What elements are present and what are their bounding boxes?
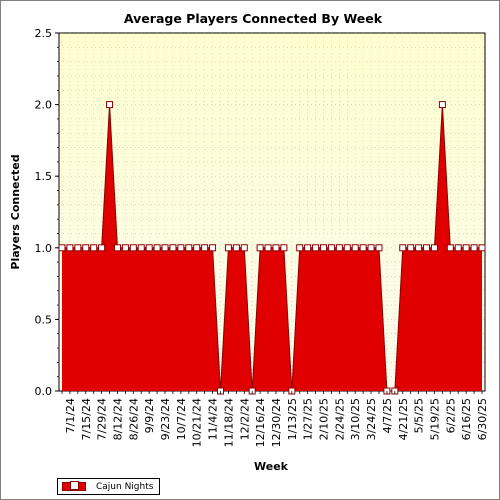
x-tick-label: 8/26/24 xyxy=(127,398,140,440)
data-point xyxy=(312,244,320,252)
data-point xyxy=(129,244,137,252)
data-point xyxy=(304,244,312,252)
data-point xyxy=(320,244,328,252)
legend-marker-icon xyxy=(70,481,79,490)
x-tick-label: 2/24/25 xyxy=(333,398,346,440)
data-point xyxy=(98,244,106,252)
x-tick-label: 5/19/25 xyxy=(428,398,441,440)
legend: Cajun Nights xyxy=(57,478,161,495)
y-axis-label: Players Connected xyxy=(9,154,22,269)
y-tick-label: 0.0 xyxy=(35,385,53,398)
data-point xyxy=(296,244,304,252)
data-point xyxy=(161,244,169,252)
legend-swatch xyxy=(62,481,86,491)
x-tick-label: 12/16/24 xyxy=(254,398,267,447)
x-tick-label: 6/30/25 xyxy=(476,398,489,440)
data-point xyxy=(121,244,129,252)
data-point xyxy=(82,244,90,252)
data-point xyxy=(58,244,66,252)
data-point xyxy=(224,244,232,252)
data-point xyxy=(90,244,98,252)
data-point xyxy=(359,244,367,252)
data-point xyxy=(153,244,161,252)
data-point xyxy=(272,244,280,252)
x-tick-label: 9/23/24 xyxy=(159,398,172,440)
x-tick-label: 2/10/25 xyxy=(318,398,331,440)
data-point xyxy=(169,244,177,252)
x-tick-label: 1/27/25 xyxy=(302,398,315,440)
x-tick-label: 6/2/25 xyxy=(444,398,457,433)
data-point xyxy=(399,244,407,252)
y-axis: 0.0 0.5 1.0 1.5 2.0 2.5 xyxy=(35,27,59,398)
data-point xyxy=(256,244,264,252)
x-tick-label: 12/2/24 xyxy=(238,398,251,440)
x-tick-label: 10/7/24 xyxy=(175,398,188,440)
data-point xyxy=(177,244,185,252)
x-tick-label: 3/24/25 xyxy=(365,398,378,440)
x-tick-label: 7/15/24 xyxy=(80,398,93,440)
data-point xyxy=(430,244,438,252)
data-point xyxy=(423,244,431,252)
data-point xyxy=(327,244,335,252)
data-point xyxy=(367,244,375,252)
y-tick-label: 0.5 xyxy=(35,313,53,326)
x-tick-label: 4/21/25 xyxy=(397,398,410,440)
data-point xyxy=(232,244,240,252)
x-tick-label: 6/16/25 xyxy=(460,398,473,440)
data-point xyxy=(106,101,114,109)
y-tick-label: 2.5 xyxy=(35,27,53,40)
data-point xyxy=(462,244,470,252)
data-point xyxy=(351,244,359,252)
data-point xyxy=(113,244,121,252)
data-point xyxy=(193,244,201,252)
x-tick-label: 3/10/25 xyxy=(349,398,362,440)
data-point xyxy=(335,244,343,252)
data-point xyxy=(74,244,82,252)
x-axis-label: Week xyxy=(254,460,289,473)
data-point xyxy=(280,244,288,252)
x-tick-label: 7/29/24 xyxy=(96,398,109,440)
data-point xyxy=(375,244,383,252)
y-tick-label: 1.0 xyxy=(35,242,53,255)
data-point xyxy=(209,244,217,252)
data-point xyxy=(470,244,478,252)
data-point xyxy=(264,244,272,252)
data-point xyxy=(438,101,446,109)
data-point xyxy=(446,244,454,252)
data-point xyxy=(145,244,153,252)
x-tick-label: 1/13/25 xyxy=(286,398,299,440)
data-point xyxy=(201,244,209,252)
chart-title: Average Players Connected By Week xyxy=(124,11,383,26)
data-point xyxy=(343,244,351,252)
x-tick-label: 12/30/24 xyxy=(270,398,283,447)
data-point xyxy=(415,244,423,252)
data-point xyxy=(185,244,193,252)
x-tick-label: 8/12/24 xyxy=(111,398,124,440)
legend-label: Cajun Nights xyxy=(96,481,154,492)
x-tick-label: 11/18/24 xyxy=(222,398,235,447)
y-tick-label: 1.5 xyxy=(35,170,53,183)
data-point xyxy=(478,244,486,252)
x-tick-label: 10/21/24 xyxy=(191,398,204,447)
series-area xyxy=(62,104,482,391)
data-point xyxy=(66,244,74,252)
x-tick-label: 11/4/24 xyxy=(207,398,220,440)
y-tick-label: 2.0 xyxy=(35,99,53,112)
data-point xyxy=(137,244,145,252)
x-tick-label: 7/1/24 xyxy=(64,398,77,433)
x-tick-label: 4/7/25 xyxy=(381,398,394,433)
data-point xyxy=(454,244,462,252)
data-point xyxy=(407,244,415,252)
marker-layer xyxy=(58,101,486,395)
x-tick-label: 5/5/25 xyxy=(413,398,426,433)
x-axis: 7/1/24 7/15/24 7/29/24 8/12/24 8/26/24 9/9/24… xyxy=(61,391,489,447)
data-point xyxy=(240,244,248,252)
x-tick-label: 9/9/24 xyxy=(143,398,156,433)
